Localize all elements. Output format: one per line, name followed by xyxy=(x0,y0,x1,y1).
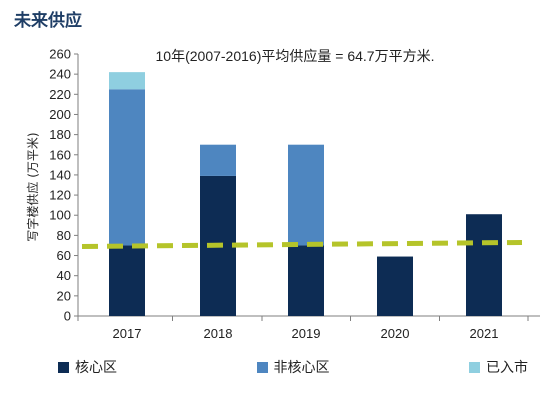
page-title: 未来供应 xyxy=(14,11,82,31)
legend-item: 已入市 xyxy=(469,357,528,377)
y-tick-label: 160 xyxy=(49,147,71,162)
legend-label: 已入市 xyxy=(486,360,528,376)
bar-segment xyxy=(109,89,145,246)
y-tick-label: 100 xyxy=(49,208,71,223)
x-tick-label: 2019 xyxy=(292,326,321,341)
bar-segment xyxy=(288,144,324,246)
y-tick-label: 60 xyxy=(57,248,71,263)
y-tick-label: 120 xyxy=(49,188,71,203)
bar-segment xyxy=(200,144,236,176)
bar-chart: 0 20 40 60 80 100 120 140 160 180 200 220 240 260 2017… xyxy=(25,47,540,341)
legend-label: 非核心区 xyxy=(273,360,330,376)
y-tick-label: 260 xyxy=(49,47,71,62)
legend-item: 核心区 xyxy=(58,357,117,377)
y-tick-label: 240 xyxy=(49,67,71,82)
x-tick-label: 2018 xyxy=(204,326,233,341)
legend-swatch xyxy=(469,361,480,373)
bar-segment xyxy=(377,256,413,316)
y-axis-label: 写字楼供应 (万平米) xyxy=(25,132,40,241)
legend-label: 核心区 xyxy=(75,360,117,376)
legend-item: 非核心区 xyxy=(256,357,330,377)
average-annotation: 10年(2007-2016)平均供应量 = 64.7万平方米. xyxy=(156,48,435,64)
bar-segment xyxy=(109,72,145,90)
x-tick-label: 2017 xyxy=(113,326,142,341)
legend-swatch xyxy=(58,361,69,373)
bar-segment xyxy=(109,245,145,316)
legend: 核心区 非核心区 已入市 xyxy=(58,356,528,378)
y-tick-label: 220 xyxy=(49,87,71,102)
legend-swatch xyxy=(256,361,268,373)
axes-layer: 0 20 40 60 80 100 120 140 160 180 200 220 240 260 2017… xyxy=(49,47,540,341)
x-tick-label: 2020 xyxy=(381,326,410,341)
bars-layer xyxy=(109,72,502,316)
x-tick-label: 2021 xyxy=(470,326,499,341)
y-tick-label: 140 xyxy=(49,167,71,182)
y-tick-label: 80 xyxy=(57,228,71,243)
y-tick-label: 40 xyxy=(57,268,71,283)
y-tick-label: 20 xyxy=(57,288,71,303)
y-tick-label: 180 xyxy=(49,127,71,142)
bar-segment xyxy=(288,245,324,316)
y-tick-label: 0 xyxy=(64,309,71,324)
y-tick-label: 200 xyxy=(49,107,71,122)
bar-segment xyxy=(466,214,502,316)
